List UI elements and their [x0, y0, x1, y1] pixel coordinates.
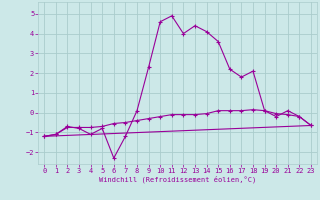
X-axis label: Windchill (Refroidissement éolien,°C): Windchill (Refroidissement éolien,°C) [99, 176, 256, 183]
